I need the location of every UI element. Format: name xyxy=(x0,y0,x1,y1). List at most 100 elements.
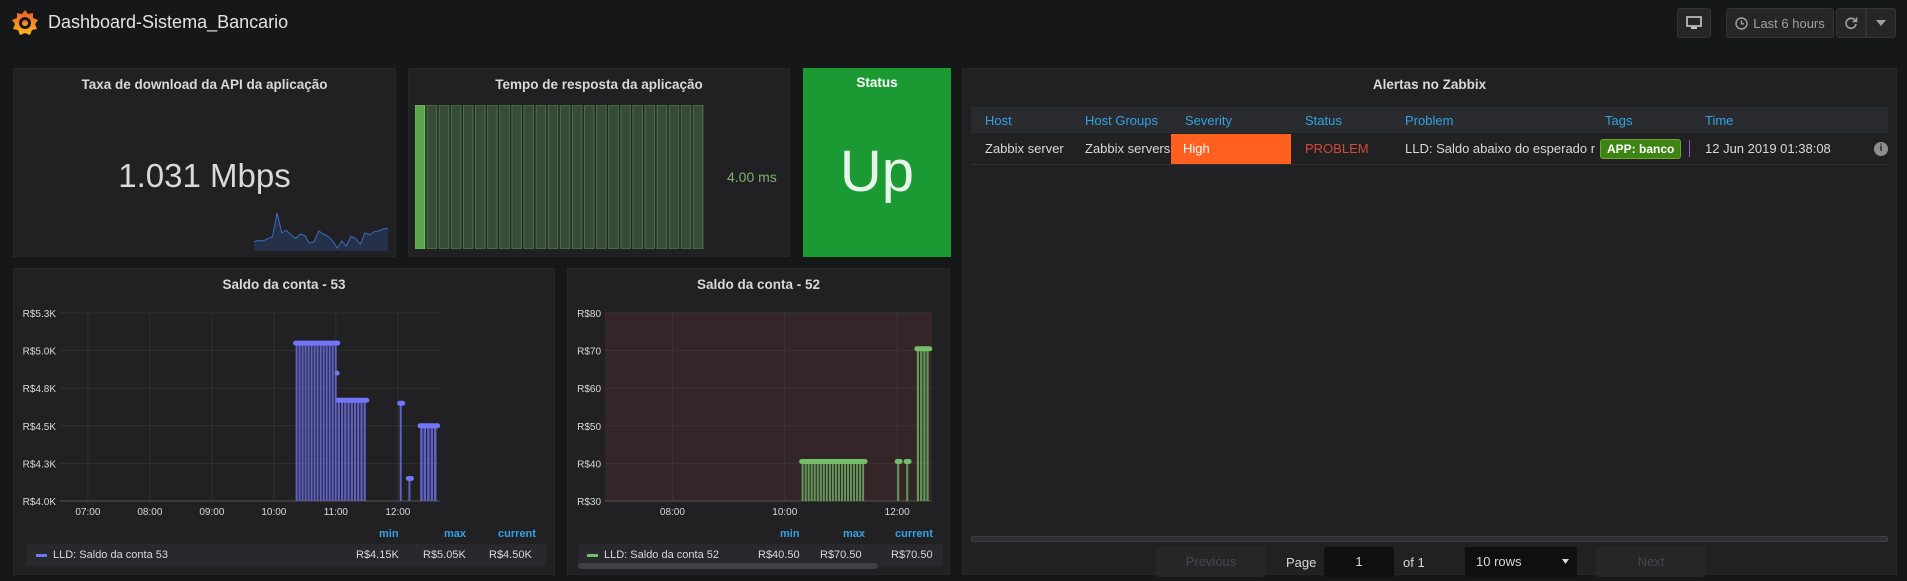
x-tick-label: 10:00 xyxy=(261,507,286,518)
data-bar xyxy=(293,340,341,501)
sparkline-line xyxy=(254,212,388,250)
bar-stripe xyxy=(310,343,313,501)
gauge-cell xyxy=(511,105,523,249)
gauge-cell xyxy=(644,105,656,249)
bar-stripe xyxy=(313,343,316,501)
dashboard-title[interactable]: Dashboard-Sistema_Bancario xyxy=(48,12,289,32)
bar-stripe xyxy=(859,461,862,501)
column-header-severity[interactable]: Severity xyxy=(1185,113,1232,128)
bar-stripe xyxy=(337,400,340,501)
panel-title[interactable]: Saldo da conta - 53 xyxy=(222,277,346,292)
x-tick-label: 12:00 xyxy=(885,507,910,518)
balance-53-graph-panel: Saldo da conta - 53 R$4.0K R$4.3K R$4.5K R$… xyxy=(13,268,555,575)
y-tick-label: R$5.3K xyxy=(23,309,57,320)
data-bar xyxy=(799,459,868,501)
panel-title[interactable]: Saldo da conta - 52 xyxy=(696,277,821,292)
cell-host-groups: Zabbix servers xyxy=(1085,141,1171,156)
legend-max-value: R$5.05K xyxy=(423,549,466,561)
legend-current-value: R$4.50K xyxy=(489,549,532,561)
gauge-cell xyxy=(499,105,510,249)
legend-item[interactable]: LLD: Saldo da conta 52 R$40.50 R$70.50 R… xyxy=(578,544,943,566)
bar-stripe xyxy=(319,343,322,501)
bar-stripe xyxy=(325,343,328,501)
time-range-label: Last 6 hours xyxy=(1753,15,1825,31)
cell-time: 12 Jun 2019 01:38:08 xyxy=(1705,141,1831,156)
bar-stripe xyxy=(828,461,831,501)
balance-52-chart: R$30 R$40 R$50 R$60 R$70 R$80 08:00 10:00 12:00 xyxy=(577,309,933,518)
y-tick-label: R$4.8K xyxy=(23,384,57,395)
legend-header-min[interactable]: min xyxy=(780,528,800,540)
gauge-cell xyxy=(523,105,535,249)
bar-stripe xyxy=(834,461,837,501)
bar-stripe xyxy=(399,403,402,501)
response-time-bar-gauge xyxy=(415,105,704,249)
tv-mode-button[interactable] xyxy=(1677,8,1711,38)
gauge-cell xyxy=(583,105,595,249)
bar-stripe xyxy=(850,461,852,501)
grafana-logo-icon[interactable] xyxy=(10,8,40,38)
previous-page-button[interactable]: Previous xyxy=(1156,547,1266,577)
refresh-button[interactable] xyxy=(1836,8,1866,38)
legend-header-max[interactable]: max xyxy=(843,528,866,540)
column-header-status[interactable]: Status xyxy=(1305,113,1342,128)
table-row[interactable]: Zabbix server Zabbix servers High PROBLE… xyxy=(971,133,1888,165)
horizontal-scrollbar[interactable] xyxy=(971,536,1888,542)
bar-stripe xyxy=(295,343,298,501)
data-bar xyxy=(397,400,406,501)
data-bar xyxy=(405,475,414,501)
next-page-button[interactable]: Next xyxy=(1596,547,1706,577)
bar-stripe xyxy=(862,461,865,501)
panel-title[interactable]: Status xyxy=(856,75,898,90)
panel-title[interactable]: Tempo de resposta da aplicação xyxy=(495,77,703,92)
clock-icon xyxy=(1735,16,1748,30)
refresh-interval-dropdown[interactable] xyxy=(1866,8,1896,38)
y-tick-label: R$40 xyxy=(577,459,601,470)
column-header-tags[interactable]: Tags xyxy=(1605,113,1633,128)
x-tick-label: 12:00 xyxy=(385,507,410,518)
bar-stripe xyxy=(926,348,929,501)
bar-stripe xyxy=(334,343,337,501)
bar-stripe xyxy=(920,348,923,501)
panel-title[interactable]: Alertas no Zabbix xyxy=(1372,77,1487,92)
bar-stripe xyxy=(831,461,834,501)
balance-53-chart: R$4.0K R$4.3K R$4.5K R$4.8K R$5.0K R$5.3K 07:0… xyxy=(23,309,441,518)
legend-header-max[interactable]: max xyxy=(444,528,467,540)
x-tick-label: 11:00 xyxy=(324,507,349,518)
legend-header-current[interactable]: current xyxy=(498,528,536,540)
column-header-time[interactable]: Time xyxy=(1705,113,1734,128)
rows-per-page-select[interactable]: 10 rows xyxy=(1465,547,1577,577)
gauge-cell xyxy=(475,105,486,249)
bar-stripe xyxy=(825,461,828,501)
bar-stripe xyxy=(841,461,843,501)
tag-badge[interactable]: APP: banco xyxy=(1600,139,1682,159)
time-picker-button[interactable]: Last 6 hours xyxy=(1726,8,1834,38)
legend-item[interactable]: LLD: Saldo da conta 53 R$4.15K R$5.05K R… xyxy=(26,544,546,566)
y-tick-label: R$4.0K xyxy=(23,497,57,508)
gauge-cell xyxy=(535,105,547,249)
y-tick-label: R$30 xyxy=(577,497,601,508)
legend-scrollbar[interactable] xyxy=(578,563,878,569)
gauge-cell xyxy=(438,105,450,249)
info-icon[interactable]: i xyxy=(1874,142,1888,156)
bar-stripe xyxy=(341,400,344,501)
severity-badge: High xyxy=(1171,134,1291,164)
tag-separator xyxy=(1689,140,1690,157)
page-label: Page xyxy=(1286,555,1317,570)
bar-stripe xyxy=(853,461,855,501)
panel-title[interactable]: Taxa de download da API da aplicação xyxy=(81,77,328,92)
gauge-cell xyxy=(680,105,692,249)
legend-header-min[interactable]: min xyxy=(379,528,399,540)
status-value: Up xyxy=(839,139,915,204)
column-header-host-groups[interactable]: Host Groups xyxy=(1085,113,1158,128)
legend-header-current[interactable]: current xyxy=(895,528,933,540)
bar-stripe xyxy=(430,425,434,501)
cell-problem: LLD: Saldo abaixo do esperado r xyxy=(1405,141,1596,156)
series-swatch[interactable] xyxy=(36,554,47,557)
column-header-host[interactable]: Host xyxy=(985,113,1012,128)
series-swatch[interactable] xyxy=(587,554,598,557)
page-number-input[interactable]: 1 xyxy=(1324,547,1394,577)
y-tick-label: R$4.5K xyxy=(23,422,57,433)
gauge-cell xyxy=(547,105,559,249)
gauge-cell xyxy=(450,105,462,249)
column-header-problem[interactable]: Problem xyxy=(1405,113,1454,128)
